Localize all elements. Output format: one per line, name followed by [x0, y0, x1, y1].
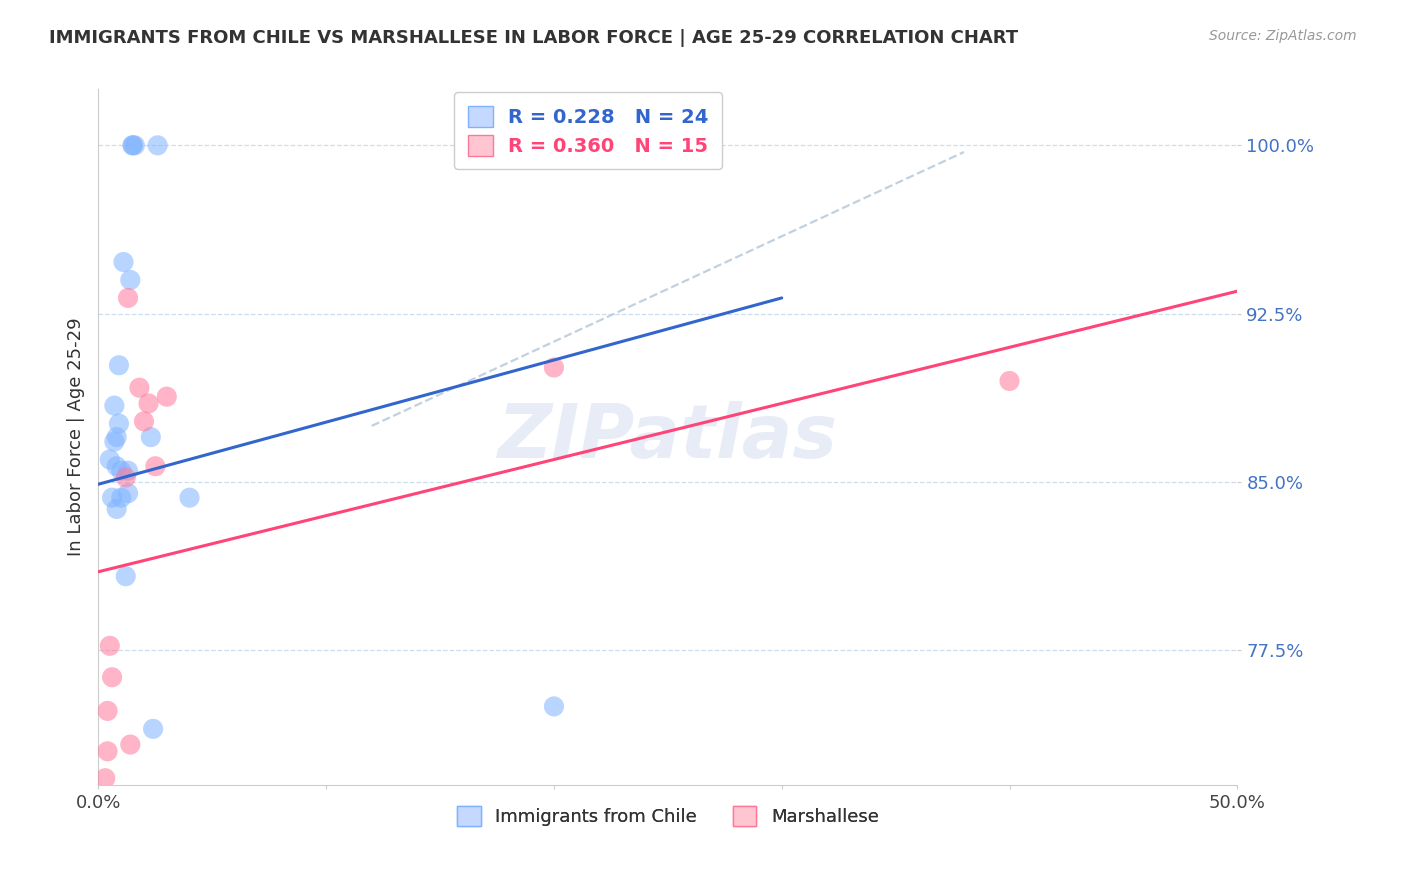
- Point: [94, 771, 117, 785]
- Point: [98, 639, 121, 653]
- Point: [108, 417, 131, 431]
- Point: [96, 744, 118, 758]
- Point: [120, 273, 142, 287]
- Point: [138, 396, 160, 410]
- Point: [110, 491, 132, 505]
- Point: [156, 390, 179, 404]
- Point: [179, 491, 201, 505]
- Point: [96, 704, 118, 718]
- Point: [112, 255, 135, 269]
- Point: [101, 491, 124, 505]
- Point: [114, 569, 136, 583]
- Point: [121, 138, 143, 153]
- Point: [110, 464, 132, 478]
- Point: [105, 502, 128, 516]
- Point: [105, 430, 128, 444]
- Point: [117, 486, 139, 500]
- Point: [117, 291, 139, 305]
- Point: [103, 399, 125, 413]
- Text: ZIPatlas: ZIPatlas: [498, 401, 838, 474]
- Point: [139, 430, 162, 444]
- Point: [124, 138, 146, 153]
- Point: [128, 381, 150, 395]
- Point: [103, 434, 125, 449]
- Point: [114, 470, 136, 484]
- Point: [998, 374, 1021, 388]
- Point: [121, 138, 143, 153]
- Y-axis label: In Labor Force | Age 25-29: In Labor Force | Age 25-29: [66, 318, 84, 557]
- Point: [543, 360, 565, 375]
- Point: [120, 738, 142, 752]
- Text: Source: ZipAtlas.com: Source: ZipAtlas.com: [1209, 29, 1357, 43]
- Point: [98, 452, 121, 467]
- Point: [101, 670, 124, 684]
- Point: [146, 138, 169, 153]
- Text: IMMIGRANTS FROM CHILE VS MARSHALLESE IN LABOR FORCE | AGE 25-29 CORRELATION CHAR: IMMIGRANTS FROM CHILE VS MARSHALLESE IN …: [49, 29, 1018, 46]
- Point: [132, 414, 155, 428]
- Point: [117, 464, 139, 478]
- Point: [145, 459, 167, 474]
- Point: [543, 699, 565, 714]
- Point: [142, 722, 165, 736]
- Point: [108, 358, 131, 372]
- Legend: Immigrants from Chile, Marshallese: Immigrants from Chile, Marshallese: [444, 793, 891, 838]
- Point: [105, 459, 128, 474]
